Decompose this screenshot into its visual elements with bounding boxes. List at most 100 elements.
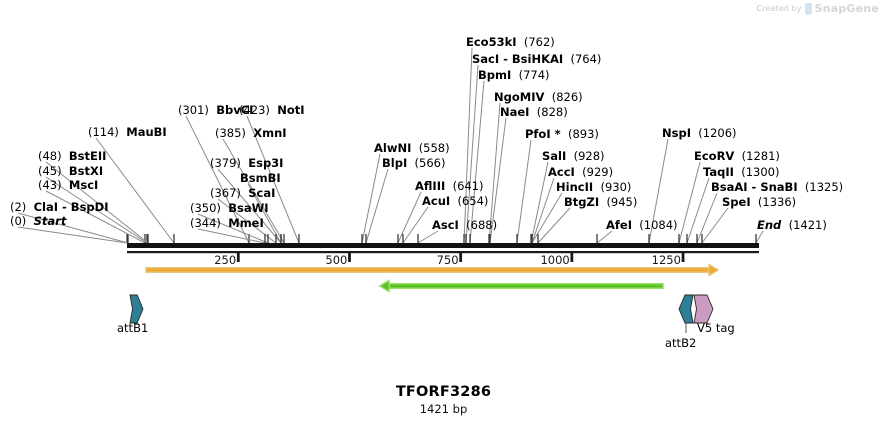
- enzyme-position-btgzi: (945): [606, 195, 638, 209]
- enzyme-label-bstеii[interactable]: (48) BstEII: [38, 150, 106, 162]
- enzyme-leader-line: [217, 168, 282, 244]
- enzyme-name-bsawi: BsaWI: [228, 201, 269, 215]
- enzyme-label-bsmbi[interactable]: BsmBI: [240, 172, 281, 184]
- ruler-tick: [681, 253, 685, 262]
- enzyme-leader-line: [361, 153, 381, 244]
- feature-label-attb2: attB2: [665, 336, 697, 350]
- enzyme-label-spei[interactable]: SpeI (1336): [722, 196, 796, 208]
- enzyme-label-hincii[interactable]: HincII (930): [556, 181, 631, 193]
- ruler-tick: [570, 253, 574, 262]
- enzyme-leader-line: [45, 190, 146, 244]
- enzyme-leader-line: [516, 139, 532, 244]
- enzyme-position-alwni: (558): [418, 141, 450, 155]
- enzyme-label-taqii[interactable]: TaqII (1300): [703, 166, 779, 178]
- enzyme-label-scai[interactable]: (367) ScaI: [210, 187, 275, 199]
- enzyme-name-acui: AcuI: [422, 194, 451, 208]
- enzyme-leader-line: [185, 115, 250, 244]
- feature-attb2-arrow[interactable]: [678, 294, 694, 324]
- sequence-title: TFORF3286: [395, 384, 492, 400]
- enzyme-leader-line: [469, 80, 485, 244]
- enzyme-position-bpmi: (774): [518, 68, 550, 82]
- sequence-backbone-group: [127, 243, 759, 248]
- enzyme-name-hincii: HincII: [556, 180, 594, 194]
- enzyme-label-noti[interactable]: (423) NotI: [239, 104, 305, 116]
- enzyme-label-btgzi[interactable]: BtgZI (945): [564, 196, 637, 208]
- enzyme-position-taqii: (1300): [741, 165, 780, 179]
- enzyme-position-naei: (828): [536, 105, 568, 119]
- enzyme-label-bpmi[interactable]: BpmI (774): [478, 69, 550, 81]
- enzyme-label-sali[interactable]: SalI (928): [542, 150, 605, 162]
- enzyme-position-noti: (423): [239, 103, 270, 117]
- enzyme-position-maubi: (114): [88, 125, 119, 139]
- enzyme-label-end[interactable]: End (1421): [757, 219, 827, 231]
- enzyme-label-alwni[interactable]: AlwNI (558): [374, 142, 450, 154]
- enzyme-label-xmni[interactable]: (385) XmnI: [215, 127, 287, 139]
- ruler-tick-label: 1000: [540, 253, 570, 267]
- enzyme-name-afliii: AflIII: [415, 179, 446, 193]
- enzyme-position-ngomiv: (826): [551, 90, 583, 104]
- enzyme-name-scai: ScaI: [248, 186, 276, 200]
- feature-v5tag-arrow[interactable]: [693, 294, 714, 324]
- enzyme-name-spei: SpeI: [722, 195, 751, 209]
- enzyme-name-afei: AfeI: [606, 218, 632, 232]
- enzyme-label-naei[interactable]: NaeI (828): [500, 106, 568, 118]
- enzyme-leader-line: [397, 191, 422, 244]
- enzyme-label-eco53ki[interactable]: Eco53kI (762): [466, 36, 555, 48]
- enzyme-label-ngomiv[interactable]: NgoMIV (826): [494, 91, 583, 103]
- enzyme-label-mmei[interactable]: (344) MmeI: [190, 217, 264, 229]
- features-group: [129, 263, 720, 333]
- enzyme-label-bsaai-snabi[interactable]: BsaAI - SnaBI (1325): [711, 181, 843, 193]
- enzyme-leader-line: [596, 230, 613, 244]
- enzyme-label-acci[interactable]: AccI (929): [548, 166, 613, 178]
- enzyme-leader-line: [95, 137, 175, 244]
- enzyme-label-afliii[interactable]: AflIII (641): [415, 180, 484, 192]
- enzyme-label-pfoi[interactable]: PfoI * (893): [525, 128, 599, 140]
- enzyme-position-nspi: (1206): [698, 126, 737, 140]
- ruler-tick: [459, 253, 463, 262]
- feature-cds-green-shaft: [388, 283, 664, 289]
- enzyme-position-eco53ki: (762): [523, 35, 555, 49]
- enzyme-name-saci-bsihkai: SacI - BsiHKAI: [472, 52, 564, 66]
- enzyme-label-asci[interactable]: AscI (688): [432, 219, 497, 231]
- enzyme-position-ecorv: (1281): [741, 149, 780, 163]
- ruler-tick: [236, 253, 240, 262]
- enzyme-label-maubi[interactable]: (114) MauBI: [88, 126, 167, 138]
- enzyme-label-acui[interactable]: AcuI (654): [422, 195, 488, 207]
- feature-orf-orange-shaft: [145, 267, 710, 273]
- enzyme-name-blpi: BlpI: [382, 156, 408, 170]
- enzyme-label-clai-bspdi[interactable]: (2) ClaI - BspDI: [10, 201, 108, 213]
- enzyme-leader-line: [17, 226, 128, 244]
- enzyme-label-nspi[interactable]: NspI (1206): [662, 127, 737, 139]
- enzyme-label-blpi[interactable]: BlpI (566): [382, 157, 445, 169]
- feature-cds-green-arrowhead: [378, 279, 390, 293]
- sequence-backbone-bar: [127, 243, 759, 248]
- enzyme-position-afei: (1084): [639, 218, 678, 232]
- enzyme-label-msci[interactable]: (43) MscI: [38, 179, 98, 191]
- enzyme-label-afei[interactable]: AfeI (1084): [606, 219, 678, 231]
- feature-orf-orange-arrowhead: [708, 263, 720, 277]
- enzyme-name-bsaai-snabi: BsaAI - SnaBI: [711, 180, 798, 194]
- enzyme-name-sali: SalI: [542, 149, 567, 163]
- enzyme-name-end: End: [757, 218, 782, 232]
- feature-attb1-arrow[interactable]: [129, 294, 144, 324]
- enzyme-name-bsmbi: BsmBI: [240, 171, 281, 185]
- enzyme-name-ecorv: EcoRV: [694, 149, 735, 163]
- enzyme-leader-line: [197, 228, 266, 244]
- enzyme-leader-line: [417, 230, 439, 244]
- enzyme-position-hincii: (930): [600, 180, 632, 194]
- enzyme-label-bbvci[interactable]: (301) BbvCI: [178, 104, 253, 116]
- enzyme-label-saci-bsihkai[interactable]: SacI - BsiHKAI (764): [472, 53, 601, 65]
- enzyme-label-esp3i[interactable]: (379) Esp3I: [210, 157, 283, 169]
- watermark-brand-text: SnapGene: [814, 2, 879, 15]
- enzyme-label-bstxi[interactable]: (45) BstXI: [38, 165, 103, 177]
- enzyme-leader-line: [530, 161, 549, 244]
- feature-label-v5tag: V5 tag: [697, 321, 735, 335]
- enzyme-leader-line: [489, 117, 507, 244]
- ruler-tick-label: 500: [325, 253, 348, 267]
- enzyme-name-eco53ki: Eco53kI: [466, 35, 517, 49]
- enzyme-label-ecorv[interactable]: EcoRV (1281): [694, 150, 780, 162]
- enzyme-label-bsawi[interactable]: (350) BsaWI: [190, 202, 269, 214]
- enzyme-leader-line: [465, 64, 479, 244]
- enzyme-label-start[interactable]: (0) Start: [10, 215, 66, 227]
- leader-lines-group: [17, 47, 764, 244]
